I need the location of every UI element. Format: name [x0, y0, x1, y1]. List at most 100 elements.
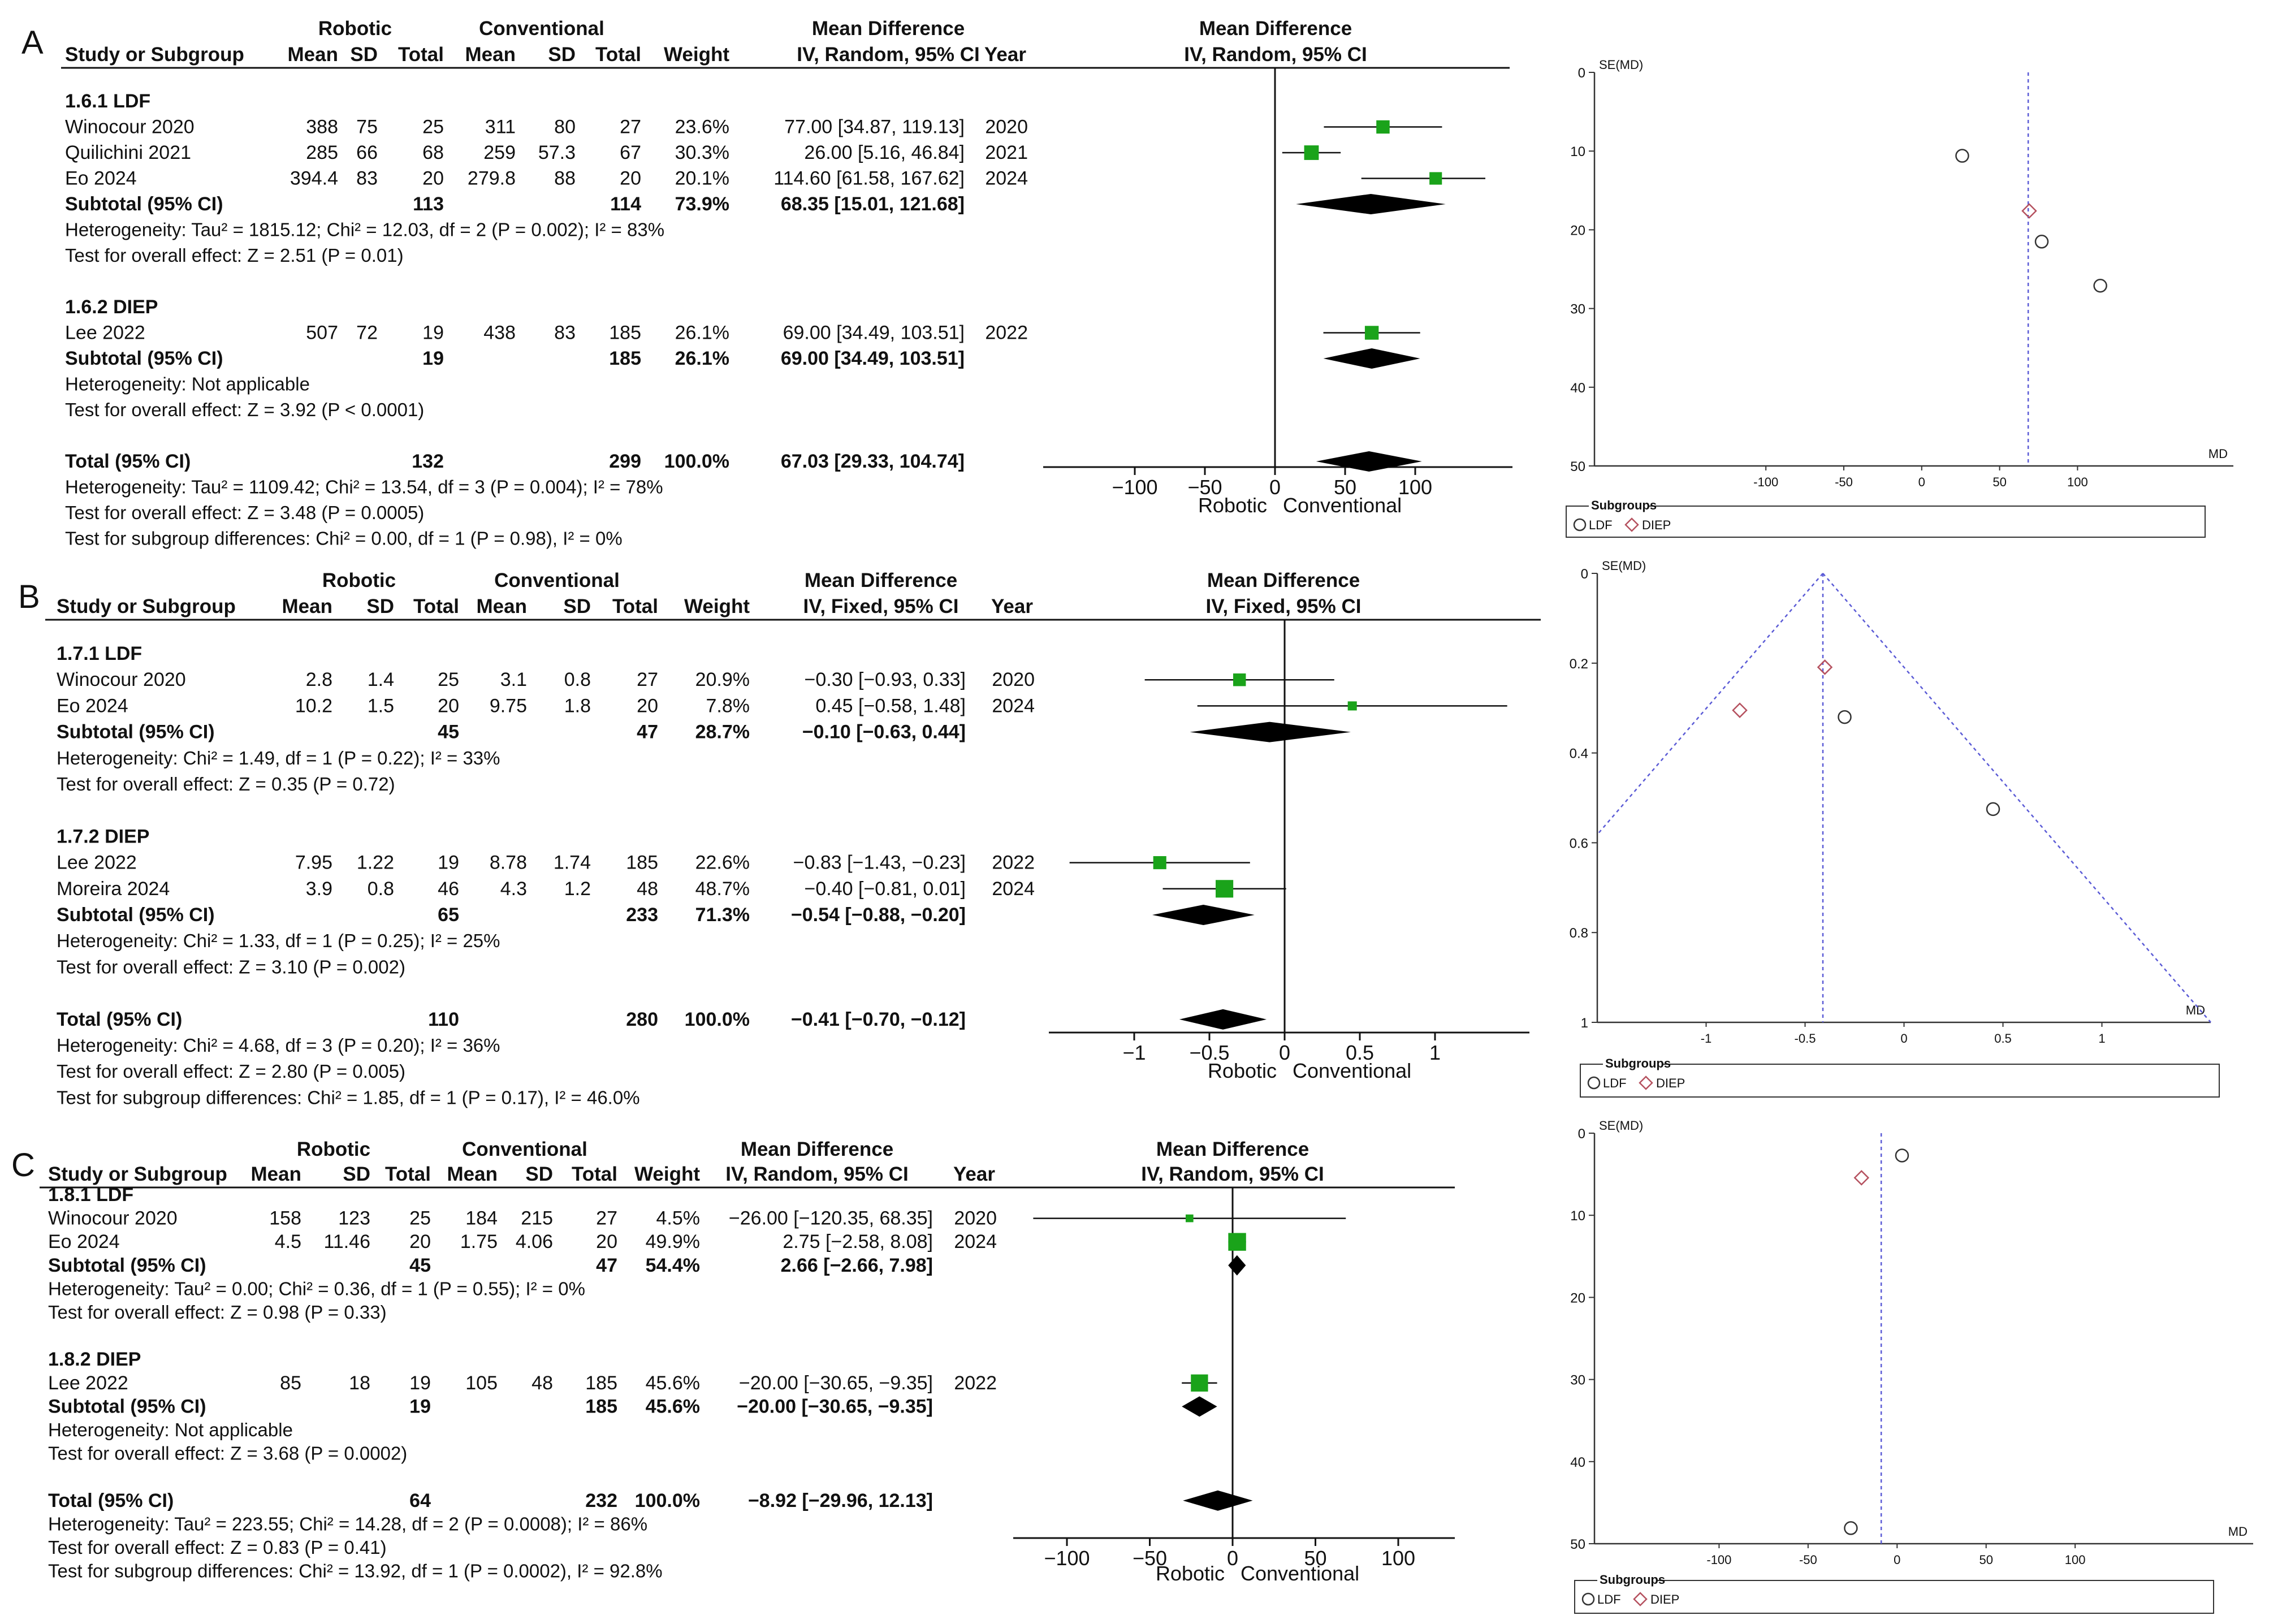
forest-tick-label: −50 [1187, 476, 1222, 499]
study-name: Winocour 2020 [65, 116, 195, 138]
subtotal-n1: 65 [438, 904, 459, 926]
funnel-y-axis-label: SE(MD) [1599, 58, 1643, 72]
study-square-marker [1233, 673, 1246, 686]
funnel-y-tick-label: 10 [1570, 1208, 1585, 1224]
footnote-text: Test for subgroup differences: Chi² = 0.… [65, 528, 623, 549]
funnel-plot: 00.20.40.60.81-1 -0.5 0 0.5 1SE(MD)MDSubgrou… [1570, 559, 2220, 1098]
column-header: SD [525, 1163, 553, 1185]
subtotal-name: Subtotal (95% CI) [57, 722, 215, 743]
study-s1: 1.4 [368, 669, 394, 690]
subtotal-n2: 114 [610, 193, 641, 215]
subtotal-diamond [1323, 348, 1420, 369]
total-n1: 110 [428, 1009, 459, 1030]
subtotal-w: 45.6% [646, 1396, 700, 1417]
study-m2: 184 [465, 1208, 498, 1229]
column-header: IV, Random, 95% CI [1141, 1163, 1324, 1185]
study-yr: 2022 [992, 852, 1035, 874]
footnote-text: Test for overall effect: Z = 0.35 (P = 0… [57, 774, 395, 794]
study-n1: 25 [422, 116, 444, 138]
study-yr: 2024 [992, 695, 1035, 716]
total-ci: 67.03 [29.33, 104.74] [781, 451, 965, 472]
legend-ldf-label: LDF [1603, 1076, 1627, 1090]
study-s1: 75 [356, 116, 378, 138]
forest-tick-label: 50 [1304, 1547, 1326, 1570]
study-m1: 507 [306, 322, 338, 344]
study-s1: 1.5 [368, 695, 394, 716]
study-m2: 3.1 [500, 669, 527, 690]
subtotal-diamond [1190, 722, 1351, 742]
study-m2: 105 [465, 1372, 498, 1394]
study-s1: 11.46 [323, 1231, 370, 1252]
study-m2: 4.3 [500, 878, 527, 900]
study-name: Lee 2022 [57, 852, 137, 874]
funnel-y-tick-label: 50 [1570, 1537, 1585, 1552]
funnel-y-tick-label: 30 [1570, 1373, 1585, 1388]
subtotal-n2: 47 [637, 722, 658, 743]
column-header: Total [413, 595, 459, 617]
funnel-y-tick-label: 40 [1570, 1455, 1585, 1470]
study-n2: 20 [637, 695, 658, 716]
study-s2: 80 [554, 116, 576, 138]
legend-title-bg [1589, 498, 1649, 512]
legend-ldf-marker [1573, 518, 1587, 532]
study-m1: 7.95 [295, 852, 332, 874]
forest-tick-label: −100 [1112, 476, 1157, 499]
column-header: Mean [251, 1163, 301, 1185]
column-header: Mean [465, 44, 516, 66]
funnel-y-tick-label: 20 [1570, 1290, 1585, 1306]
column-header: SD [563, 595, 591, 617]
total-w: 100.0% [664, 451, 729, 472]
study-w: 45.6% [646, 1372, 700, 1394]
footnote-text: Heterogeneity: Tau² = 223.55; Chi² = 14.… [48, 1513, 647, 1534]
subtotal-n2: 47 [596, 1255, 617, 1276]
study-yr: 2024 [985, 168, 1028, 189]
study-s1: 0.8 [368, 878, 394, 900]
study-m2: 9.75 [490, 695, 527, 716]
favours-right-label: Conventional [1241, 1562, 1359, 1585]
group1-header: Robotic [297, 1138, 370, 1160]
footnote-text: Test for overall effect: Z = 2.51 (P = 0… [65, 245, 404, 266]
study-m2: 259 [483, 142, 516, 163]
subtotal-n1: 45 [409, 1255, 431, 1276]
study-n2: 48 [637, 878, 658, 900]
funnel-x-tick-label: -0.5 [1795, 1031, 1816, 1046]
study-s2: 83 [554, 322, 576, 344]
forest-tick-label: 1 [1429, 1041, 1441, 1064]
subtotal-name: Subtotal (95% CI) [48, 1396, 206, 1417]
favours-left-label: Robotic [1208, 1059, 1277, 1082]
legend-box [1580, 1064, 2220, 1098]
footnote-text: Test for subgroup differences: Chi² = 13… [48, 1561, 663, 1582]
study-yr: 2021 [985, 142, 1028, 163]
funnel-y-tick-label: 0.4 [1570, 746, 1588, 762]
subtotal-ci: −0.10 [−0.63, 0.44] [802, 722, 966, 743]
study-n1: 19 [438, 852, 459, 874]
study-s1: 123 [338, 1208, 370, 1229]
footnote-text: Test for overall effect: Z = 3.48 (P = 0… [65, 502, 424, 523]
funnel-point-diep [1732, 702, 1748, 718]
legend-box [1574, 1580, 2214, 1614]
column-header: IV, Random, 95% CI [725, 1163, 909, 1185]
study-n1: 20 [422, 168, 444, 189]
md-header: Mean Difference [805, 569, 957, 591]
study-n2: 27 [620, 116, 641, 138]
total-diamond [1179, 1009, 1267, 1030]
study-n2: 67 [620, 142, 641, 163]
column-header: IV, Random, 95% CI [1184, 44, 1367, 66]
legend-title: Subgroups [1591, 498, 1657, 512]
study-m1: 10.2 [295, 695, 332, 716]
column-header: Year [991, 595, 1033, 617]
study-m2: 438 [483, 322, 516, 344]
column-header: SD [343, 1163, 370, 1185]
legend-title-bg [1597, 1573, 1657, 1586]
legend-diep-label: DIEP [1642, 518, 1671, 532]
funnel-x-tick-label: 0 [1900, 1031, 1907, 1046]
study-name: Winocour 2020 [57, 669, 186, 690]
column-header: Weight [634, 1163, 700, 1185]
subgroup-heading: 1.8.1 LDF [48, 1184, 133, 1206]
subtotal-w: 54.4% [646, 1255, 700, 1276]
study-s2: 4.06 [516, 1231, 553, 1252]
study-m1: 3.9 [306, 878, 332, 900]
study-w: 4.5% [656, 1208, 701, 1229]
footnote-text: Test for overall effect: Z = 3.10 (P = 0… [57, 956, 405, 977]
study-n2: 20 [596, 1231, 617, 1252]
